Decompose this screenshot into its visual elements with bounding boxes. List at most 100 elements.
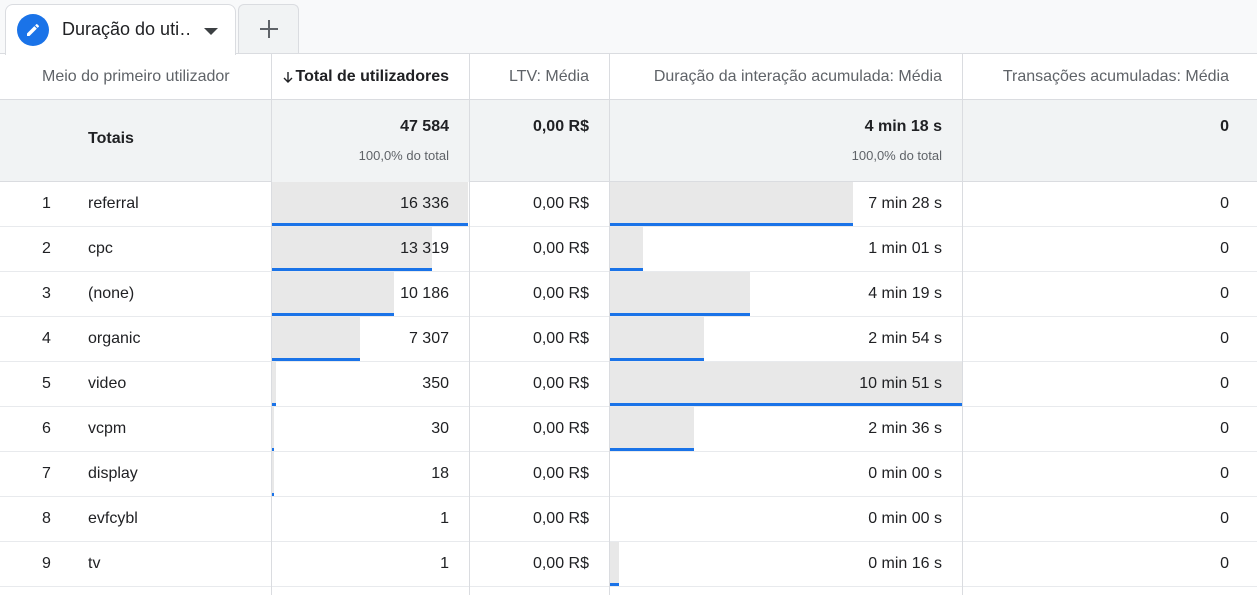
- row-rank: 2: [42, 240, 51, 257]
- column-header-label: Total de utilizadores: [295, 68, 450, 85]
- duration-bar: [610, 362, 962, 406]
- table-row[interactable]: 8 evfcybl 1 0,00 R$ 0 min 00 s 0: [0, 497, 1257, 542]
- row-transactions: 0: [1220, 285, 1229, 302]
- row-medium: (none): [88, 285, 135, 302]
- column-header-transactions[interactable]: Transações acumuladas: Média: [963, 54, 1257, 100]
- duration-bar-underline: [610, 358, 704, 361]
- totals-transactions: 0: [1220, 118, 1229, 135]
- duration-bar: [610, 182, 962, 226]
- row-medium: evfcybl: [88, 510, 138, 527]
- duration-bar-fill: [610, 362, 962, 403]
- duration-bar: [610, 317, 962, 361]
- column-header-users[interactable]: Total de utilizadores: [272, 54, 469, 100]
- row-rank: 1: [42, 195, 51, 212]
- plus-icon: [259, 20, 278, 38]
- duration-bar-fill: [610, 542, 619, 583]
- row-transactions: 0: [1220, 375, 1229, 392]
- totals-users-percent: 100,0% do total: [358, 148, 449, 163]
- row-transactions: 0: [1220, 420, 1229, 437]
- users-bar-fill: [272, 272, 394, 313]
- users-bar-fill: [272, 227, 432, 268]
- column-header-label: Transações acumuladas: Média: [1002, 68, 1229, 85]
- row-duration: 0 min 00 s: [868, 465, 942, 482]
- column-header-label: LTV: Média: [508, 68, 589, 85]
- row-transactions: 0: [1220, 195, 1229, 212]
- row-ltv: 0,00 R$: [532, 330, 589, 347]
- row-medium: tv: [88, 555, 101, 572]
- tab-duracao[interactable]: Duração do uti…: [5, 4, 236, 55]
- duration-bar-underline: [610, 223, 853, 226]
- totals-users: 47 584: [400, 118, 449, 135]
- duration-bar-fill: [610, 407, 694, 448]
- row-ltv: 0,00 R$: [532, 420, 589, 437]
- row-medium: vcpm: [88, 420, 127, 437]
- table-row[interactable]: 6 vcpm 30 0,00 R$ 2 min 36 s 0: [0, 407, 1257, 452]
- users-bar-fill: [272, 407, 274, 448]
- table-header: Meio do primeiro utilizador Total de uti…: [0, 54, 1257, 100]
- row-rank: 9: [42, 555, 51, 572]
- users-bar-fill: [272, 182, 468, 223]
- table-row[interactable]: 9 tv 1 0,00 R$ 0 min 16 s 0: [0, 542, 1257, 587]
- row-ltv: 0,00 R$: [532, 240, 589, 257]
- row-rank: 5: [42, 375, 51, 392]
- duration-bar-underline: [610, 313, 750, 316]
- users-bar-fill: [272, 452, 274, 493]
- duration-bar: [610, 272, 962, 316]
- row-duration: 4 min 19 s: [868, 285, 942, 302]
- row-rank: 4: [42, 330, 51, 347]
- users-bar: [272, 272, 468, 316]
- tab-bar: Duração do uti…: [0, 0, 1257, 55]
- row-duration: 0 min 16 s: [868, 555, 942, 572]
- row-ltv: 0,00 R$: [532, 510, 589, 527]
- users-bar-underline: [272, 313, 394, 316]
- row-ltv: 0,00 R$: [532, 555, 589, 572]
- row-rank: 8: [42, 510, 51, 527]
- users-bar-underline: [272, 493, 274, 496]
- row-users: 1: [440, 510, 449, 527]
- duration-bar-fill: [610, 227, 643, 268]
- users-bar: [272, 407, 468, 451]
- row-transactions: 0: [1220, 330, 1229, 347]
- row-ltv: 0,00 R$: [532, 285, 589, 302]
- duration-bar-fill: [610, 317, 704, 358]
- row-duration: 2 min 36 s: [868, 420, 942, 437]
- duration-bar: [610, 542, 962, 586]
- duration-bar-fill: [610, 182, 853, 223]
- users-bar-fill: [272, 362, 276, 403]
- add-tab-button[interactable]: [238, 4, 299, 53]
- duration-bar-underline: [610, 448, 694, 451]
- table-row[interactable]: 2 cpc 13 319 0,00 R$ 1 min 01 s 0: [0, 227, 1257, 272]
- table-row[interactable]: 3 (none) 10 186 0,00 R$ 4 min 19 s 0: [0, 272, 1257, 317]
- totals-duration-percent: 100,0% do total: [851, 148, 942, 163]
- table-row[interactable]: 7 display 18 0,00 R$ 0 min 00 s 0: [0, 452, 1257, 497]
- users-bar-underline: [272, 403, 276, 406]
- duration-bar-fill: [610, 272, 750, 313]
- duration-bar: [610, 407, 962, 451]
- row-transactions: 0: [1220, 465, 1229, 482]
- totals-ltv: 0,00 R$: [532, 118, 589, 135]
- row-users: 1: [440, 555, 449, 572]
- table-row[interactable]: 5 video 350 0,00 R$ 10 min 51 s 0: [0, 362, 1257, 407]
- row-duration: 0 min 00 s: [868, 510, 942, 527]
- column-header-ltv[interactable]: LTV: Média: [470, 54, 609, 100]
- table-row[interactable]: 4 organic 7 307 0,00 R$ 2 min 54 s 0: [0, 317, 1257, 362]
- row-duration: 1 min 01 s: [868, 240, 942, 257]
- row-users: 350: [422, 375, 449, 392]
- users-bar: [272, 227, 468, 271]
- users-bar-underline: [272, 358, 360, 361]
- caret-down-icon[interactable]: [202, 23, 220, 41]
- pencil-icon[interactable]: [17, 14, 49, 46]
- column-header-duration[interactable]: Duração da interação acumulada: Média: [610, 54, 962, 100]
- row-duration: 7 min 28 s: [868, 195, 942, 212]
- users-bar-underline: [272, 448, 274, 451]
- row-rank: 7: [42, 465, 51, 482]
- column-header-medium[interactable]: Meio do primeiro utilizador: [42, 54, 270, 100]
- row-transactions: 0: [1220, 240, 1229, 257]
- row-users: 10 186: [400, 285, 449, 302]
- row-duration: 2 min 54 s: [868, 330, 942, 347]
- column-divider: [962, 54, 963, 595]
- table-row[interactable]: 1 referral 16 336 0,00 R$ 7 min 28 s 0: [0, 182, 1257, 227]
- row-users: 13 319: [400, 240, 449, 257]
- users-bar: [272, 362, 468, 406]
- duration-bar-underline: [610, 583, 619, 586]
